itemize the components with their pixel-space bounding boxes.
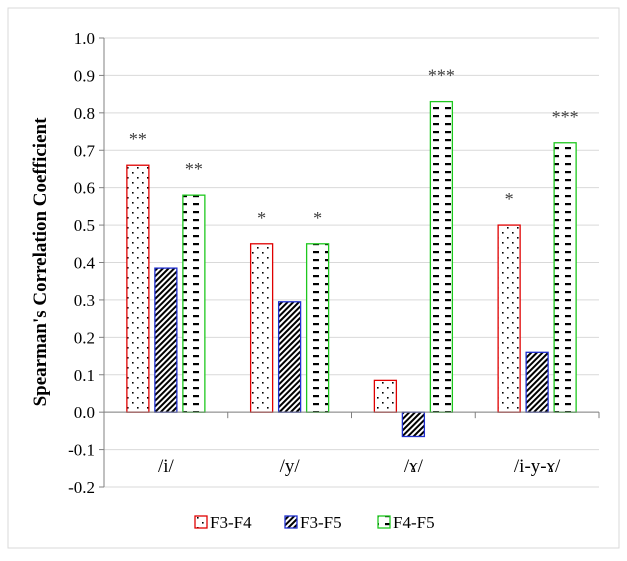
y-axis-label: Spearman's Correlation Coefficient [30, 117, 51, 406]
legend-item-f3-f4: F3-F4 [194, 513, 252, 532]
bar-f3-f4-2 [373, 379, 398, 413]
bar-f3-f5-2 [401, 411, 426, 438]
legend-swatch [284, 515, 298, 529]
legend-item-f4-f5: F4-F5 [377, 513, 435, 532]
labels: 1.0 0.9 0.8 0.7 0.6 0.5 0.4 0.3 0.2 0.1 0.0 -0.1 -0.… [68, 29, 579, 497]
y-tick-label: 0.1 [74, 366, 95, 385]
bar-f4-f5-3 [553, 142, 577, 413]
significance-label: * [257, 208, 266, 228]
y-tick-label: 0.0 [74, 403, 95, 422]
significance-label: ** [129, 129, 147, 149]
bar-f3-f5-0 [154, 267, 178, 413]
bar-f3-f4-3 [497, 224, 521, 413]
bar-f4-f5-1 [305, 243, 330, 413]
y-tick-label: 1.0 [74, 29, 95, 48]
legend-item-f3-f5: F3-F5 [284, 513, 342, 532]
y-tick-label: 0.8 [74, 104, 95, 123]
x-category-label: /i-y-ɤ/ [514, 456, 561, 477]
y-tick-label: -0.1 [68, 441, 95, 460]
significance-label: * [313, 208, 322, 228]
y-tick-label: 0.6 [74, 179, 95, 198]
significance-label: *** [552, 107, 579, 127]
significance-label: ** [185, 159, 203, 179]
legend-swatch [194, 515, 208, 529]
significance-label: * [505, 189, 514, 209]
y-tick-label: 0.2 [74, 328, 95, 347]
axes [99, 37, 600, 488]
x-category-label: /ɤ/ [404, 456, 424, 477]
legend-swatch [377, 515, 391, 529]
y-tick-label: 0.3 [74, 291, 95, 310]
bar-f4-f5-2 [429, 100, 454, 413]
legend-label: F3-F4 [210, 513, 252, 532]
y-tick-label: 0.5 [74, 216, 95, 235]
y-tick-label: 0.7 [74, 141, 96, 160]
bar-f3-f5-1 [277, 301, 302, 413]
x-category-label: /y/ [280, 456, 301, 477]
bar-f4-f5-0 [182, 194, 206, 413]
y-tick-label: 0.4 [74, 254, 96, 273]
y-tick-label: -0.2 [68, 478, 95, 497]
bars [126, 100, 577, 438]
y-tick-label: 0.9 [74, 66, 95, 85]
legend-label: F4-F5 [393, 513, 435, 532]
bar-f3-f4-1 [249, 243, 274, 413]
x-category-label: /i/ [158, 456, 175, 477]
significance-label: *** [428, 66, 455, 86]
bar-f3-f4-0 [126, 164, 150, 413]
legend-label: F3-F5 [300, 513, 342, 532]
bar-f3-f5-3 [525, 351, 549, 413]
legend: F3-F4 F3-F5 F4-F5 [194, 513, 435, 532]
